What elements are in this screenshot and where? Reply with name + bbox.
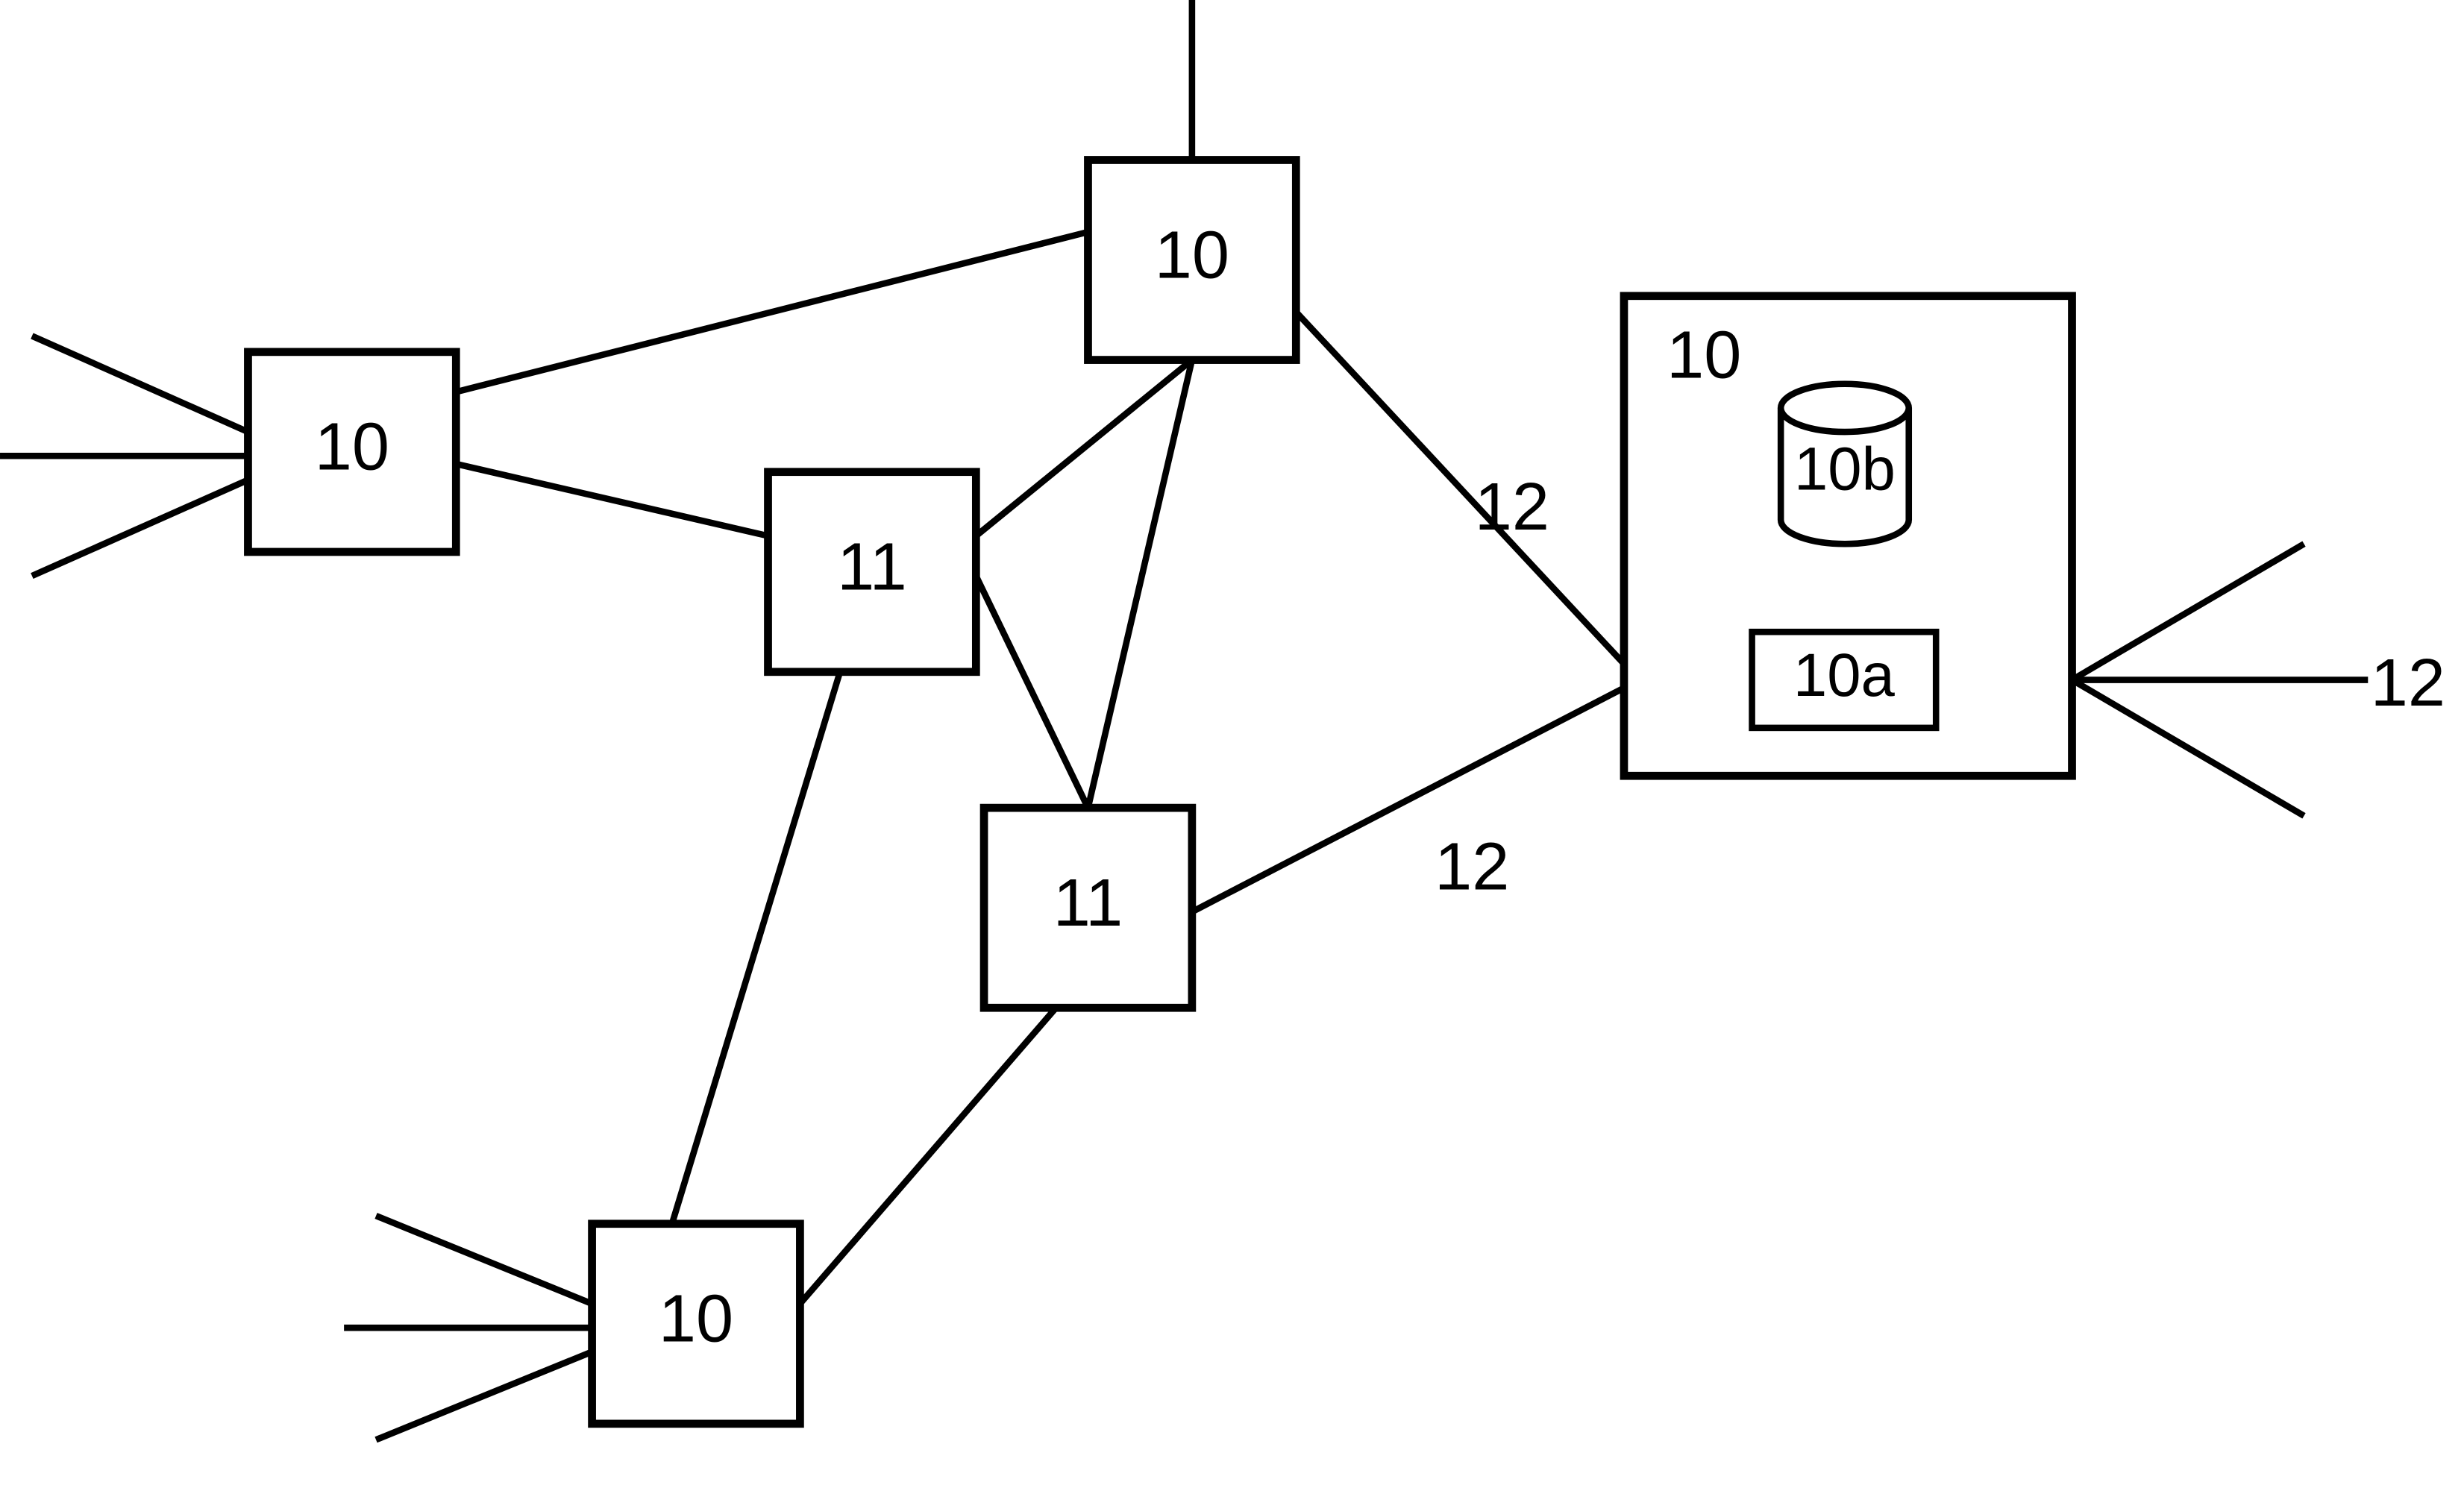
edge-5 [976, 576, 1088, 808]
node-n_rightBox-label: 10 [1667, 317, 1741, 392]
edge-9 [1192, 688, 1624, 911]
edge-1 [456, 232, 1088, 392]
edge-21 [376, 1352, 592, 1440]
network-diagram: 10 10 11 11 10 10 10a 10b 12 12 12 [0, 0, 2464, 1488]
node-n_10a-label: 10a [1793, 641, 1896, 709]
edge-8 [800, 1008, 1056, 1304]
node-n_bottom-label: 10 [659, 1281, 733, 1357]
edge-17 [32, 336, 248, 432]
node-n_mid2: 11 [984, 808, 1192, 1008]
node-n_top: 10 [1088, 160, 1296, 360]
edge-20 [376, 1216, 592, 1304]
edge-label-1: 12 [1435, 829, 1509, 905]
edge-label-0: 12 [1475, 469, 1549, 544]
edge-label-2: 12 [2371, 645, 2445, 721]
node-n_left: 10 [248, 352, 456, 552]
cylinder-top [1781, 384, 1909, 432]
edge-6 [456, 464, 768, 536]
node-n_bottom: 10 [592, 1224, 800, 1424]
node-n_mid1-label: 11 [837, 530, 907, 605]
node-n_mid2-label: 11 [1053, 865, 1123, 941]
edge-7 [672, 672, 840, 1224]
edge-14 [2072, 544, 2304, 679]
node-n_10b-label: 10b [1794, 435, 1896, 503]
node-n_10a: 10a [1752, 632, 1937, 728]
edge-4 [1296, 312, 1624, 664]
node-n_10b: 10b [1781, 384, 1909, 544]
edge-18 [32, 480, 248, 576]
edge-15 [2072, 680, 2304, 816]
edge-3 [1088, 360, 1191, 809]
node-n_left-label: 10 [315, 409, 389, 485]
node-n_top-label: 10 [1155, 217, 1229, 292]
node-n_mid1: 11 [768, 472, 976, 672]
